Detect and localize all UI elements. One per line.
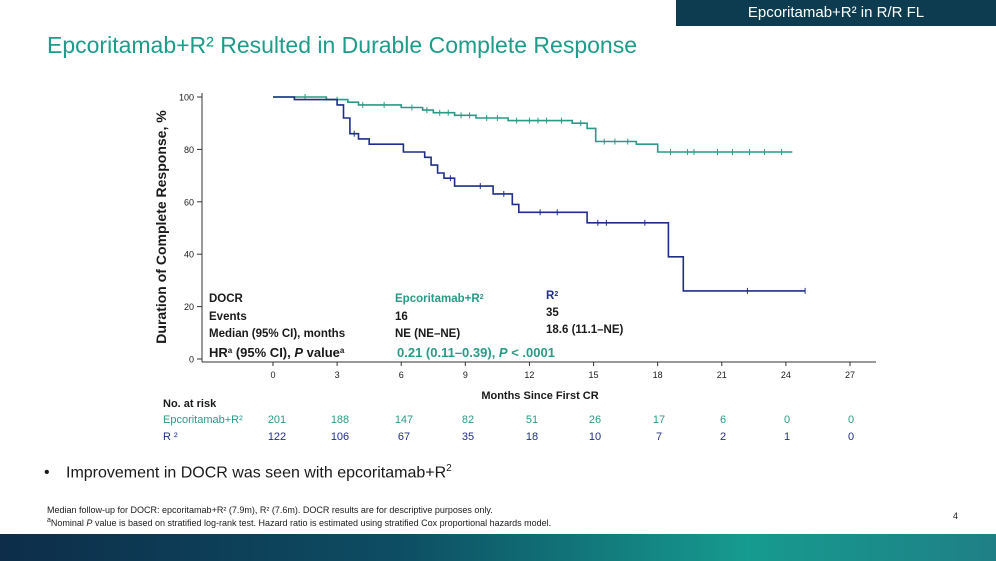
y-tick-label-100: 100: [179, 93, 194, 103]
risk-value-0-8: 0: [784, 414, 790, 426]
risk-value-0-6: 17: [653, 414, 665, 426]
footnote-1: Median follow-up for DOCR: epcoritamab+R…: [47, 505, 493, 515]
risk-table-title: No. at risk: [163, 398, 217, 410]
legend-row-label-0: DOCR: [209, 293, 244, 305]
legend-epco-header-part-1: 2: [480, 294, 484, 301]
y-tick-label-0: 0: [189, 355, 194, 365]
legend-epco-header-part-0: Epcoritamab+R: [395, 293, 480, 305]
risk-row-label-1: R ²: [163, 431, 178, 443]
risk-value-1-3: 35: [462, 431, 474, 443]
risk-value-0-4: 51: [526, 414, 538, 426]
x-tick-label-15: 15: [589, 370, 599, 380]
risk-value-1-4: 18: [526, 431, 538, 443]
risk-value-0-0: 201: [268, 414, 286, 426]
x-tick-label-21: 21: [717, 370, 727, 380]
risk-value-1-9: 0: [848, 431, 854, 443]
y-tick-label-60: 60: [184, 197, 194, 207]
header-tag: Epcoritamab+R² in R/R FL: [676, 0, 996, 26]
x-tick-label-6: 6: [399, 370, 404, 380]
legend-row-label-1: Events: [209, 311, 247, 323]
hr-label-part-2: (95% CI),: [232, 345, 294, 360]
y-tick-label-80: 80: [184, 145, 194, 155]
hr-value-part-0: 0.21 (0.11–0.39),: [397, 345, 499, 360]
risk-value-0-5: 26: [589, 414, 601, 426]
hr-label-part-5: a: [340, 346, 345, 355]
x-tick-label-27: 27: [845, 370, 855, 380]
legend-r2-median: 18.6 (11.1–NE): [546, 324, 624, 336]
x-tick-label-24: 24: [781, 370, 791, 380]
risk-value-1-6: 7: [656, 431, 662, 443]
legend-epco-events: 16: [395, 311, 408, 323]
hr-value-part-2: < .0001: [508, 345, 555, 360]
km-curve-epcoritamab: [273, 96, 793, 153]
hr-label-part-1: a: [228, 346, 233, 355]
risk-value-0-1: 188: [331, 414, 349, 426]
bullet-sup: 2: [446, 463, 452, 474]
y-tick-label-20: 20: [184, 302, 194, 312]
x-tick-label-9: 9: [463, 370, 468, 380]
y-axis-label: Duration of Complete Response, %: [153, 110, 169, 344]
risk-value-0-3: 82: [462, 414, 474, 426]
legend-hr-value: 0.21 (0.11–0.39), P < .0001: [397, 345, 555, 360]
bullet-point: • Improvement in DOCR was seen with epcor…: [44, 463, 452, 482]
hr-label-part-3: P: [294, 345, 303, 360]
risk-value-1-7: 2: [720, 431, 726, 443]
risk-value-1-1: 106: [331, 431, 349, 443]
hr-label-part-4: value: [303, 345, 340, 360]
risk-row-label-0: Epcoritamab+R²: [163, 414, 243, 426]
footnote-2-p: P: [86, 518, 93, 528]
bullet-text: Improvement in DOCR was seen with epcori…: [66, 464, 447, 482]
legend-epco-median: NE (NE–NE): [395, 328, 460, 340]
page-title: Epcoritamab+R² Resulted in Durable Compl…: [47, 32, 637, 58]
hr-label-part-0: HR: [209, 345, 228, 360]
legend-hr-label: HRa (95% CI), P valuea: [209, 345, 345, 360]
bottom-bar: [0, 534, 996, 561]
x-axis-label: Months Since First CR: [481, 390, 598, 402]
page-number: 4: [953, 511, 959, 521]
bullet-dot: •: [44, 464, 50, 482]
hr-value-part-1: P: [499, 345, 508, 360]
legend-r2-events: 35: [546, 307, 559, 319]
legend-r2-header: R2: [546, 290, 558, 302]
footnote-2-post: value is based on stratified log-rank te…: [92, 518, 552, 528]
risk-value-0-9: 0: [848, 414, 854, 426]
footnote-2-sup: a: [47, 517, 51, 524]
footnote-2-pre: Nominal: [50, 518, 87, 528]
y-tick-label-40: 40: [184, 250, 194, 260]
risk-value-1-5: 10: [589, 431, 601, 443]
x-tick-label-18: 18: [653, 370, 663, 380]
risk-value-0-2: 147: [395, 414, 413, 426]
risk-value-1-8: 1: [784, 431, 790, 443]
x-tick-label-3: 3: [335, 370, 340, 380]
risk-value-1-2: 67: [398, 431, 410, 443]
legend-r2-header-part-1: 2: [554, 291, 558, 298]
footnote-2: aNominal P value is based on stratified …: [47, 517, 551, 528]
x-tick-label-0: 0: [270, 370, 275, 380]
risk-value-1-0: 122: [268, 431, 286, 443]
legend-epco-header: Epcoritamab+R2: [395, 293, 484, 305]
legend-r2-header-part-0: R: [546, 290, 555, 302]
legend-row-label-2: Median (95% CI), months: [209, 328, 345, 340]
x-tick-label-12: 12: [524, 370, 534, 380]
km-curve-r2: [273, 96, 806, 292]
risk-value-0-7: 6: [720, 414, 726, 426]
